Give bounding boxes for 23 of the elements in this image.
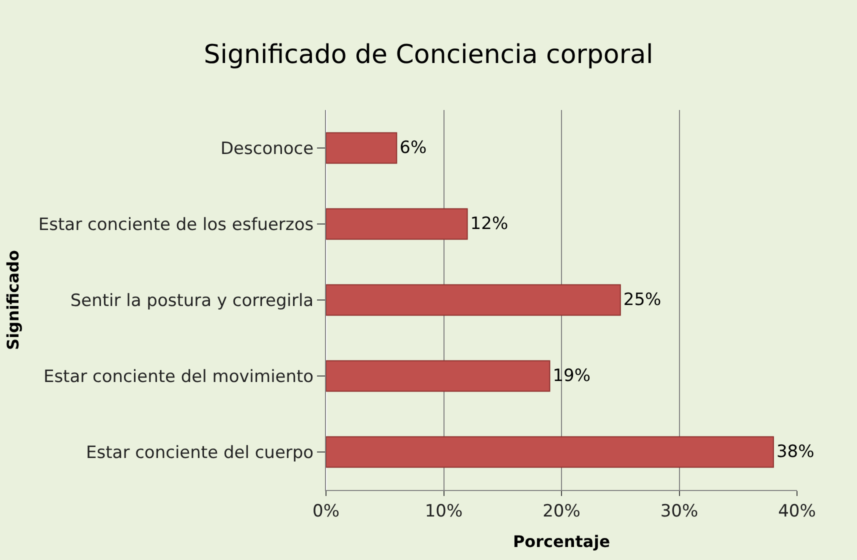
x-tick-label: 40%	[778, 501, 816, 522]
y-tick-label: Estar conciente del cuerpo	[86, 442, 314, 463]
bar	[326, 132, 398, 164]
y-axis-title: Significado	[3, 250, 22, 350]
y-tick-label: Estar conciente de los esfuerzos	[38, 214, 314, 235]
x-tick-label: 30%	[660, 501, 698, 522]
data-label: 38%	[776, 442, 814, 462]
y-tick-label: Estar conciente del movimiento	[43, 366, 314, 387]
data-label: 19%	[552, 366, 591, 386]
bar	[326, 360, 550, 392]
chart-title: Significado de Conciencia corporal	[204, 40, 654, 70]
x-tick-label: 0%	[312, 501, 340, 522]
bar	[326, 208, 468, 240]
data-label: 25%	[623, 290, 662, 310]
y-tick-label: Desconoce	[220, 138, 314, 159]
data-label: 6%	[400, 138, 427, 158]
x-axis-title: Porcentaje	[512, 532, 610, 552]
bar	[326, 436, 774, 468]
x-tick-label: 10%	[424, 501, 463, 522]
x-tick-label: 20%	[542, 501, 580, 522]
bar	[326, 284, 621, 316]
data-label: 12%	[470, 214, 508, 234]
y-tick-label: Sentir la postura y corregirla	[70, 290, 314, 311]
